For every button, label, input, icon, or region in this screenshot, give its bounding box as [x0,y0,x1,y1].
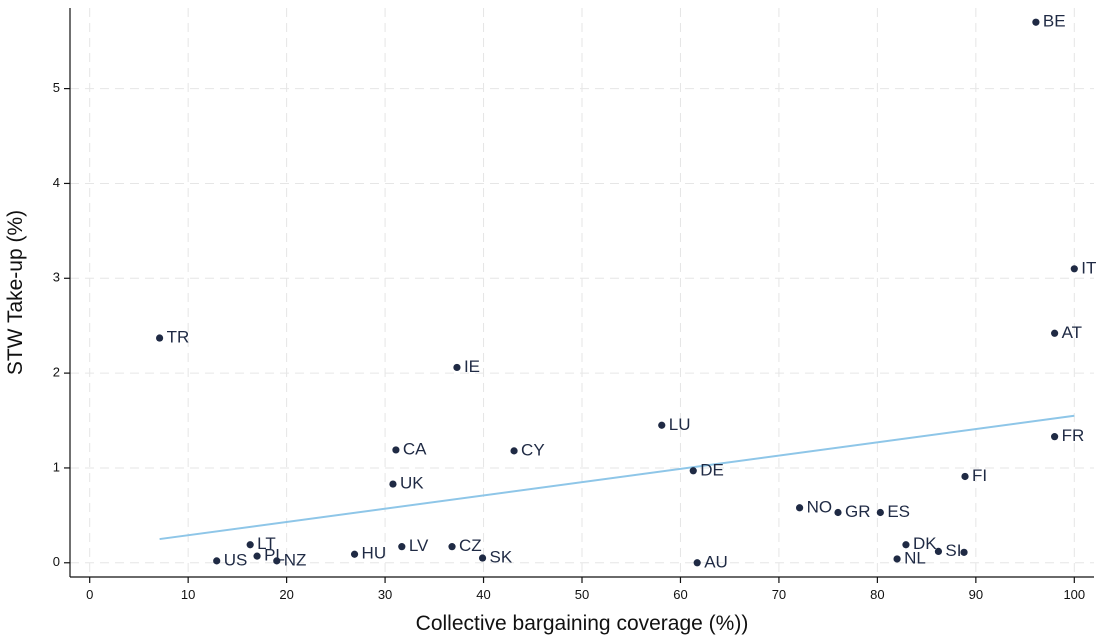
point-label: TR [167,328,190,347]
data-point [213,557,221,565]
point-label: FI [972,466,987,485]
y-axis-title: STW Take-up (%) [4,210,27,375]
point-label: AU [704,552,728,571]
data-point [960,548,968,556]
x-tick-label: 40 [476,587,490,602]
point-label: IT [1081,258,1096,277]
data-point [796,504,804,512]
point-label: GR [845,502,871,521]
data-point [689,467,697,475]
point-label: DE [700,460,724,479]
point-label: US [224,550,248,569]
point-label: LU [669,415,691,434]
data-point [389,480,397,488]
data-point [1070,265,1078,273]
point-label: UK [400,474,424,493]
data-point [902,541,910,549]
data-point [658,421,666,429]
x-tick-label: 80 [870,587,884,602]
tick-layer: 0 10 20 30 40 50 60 70 80 90 100 0 1 2 3 4 5 [53,80,1085,602]
point-label: CA [403,439,427,458]
data-point [398,543,406,551]
y-tick-label: 0 [53,554,60,569]
point-label: NL [904,548,926,567]
y-tick-label: 4 [53,175,60,190]
x-tick-label: 100 [1063,587,1085,602]
point-label: FR [1062,426,1085,445]
data-point [246,541,254,549]
x-tick-label: 30 [378,587,392,602]
data-point [478,554,487,562]
y-tick-label: 5 [53,80,60,95]
fit-line [159,414,1075,541]
point-label: AT [1062,323,1082,342]
x-tick-label: 50 [575,587,589,602]
x-tick-label: 10 [181,587,195,602]
x-tick-label: 90 [969,587,983,602]
fit-line-layer [159,414,1075,541]
data-point [510,447,518,455]
data-point [392,446,400,454]
x-tick-label: 20 [279,587,293,602]
y-tick-label: 2 [53,365,60,380]
point-label: NZ [284,550,307,569]
y-tick-label: 1 [53,459,60,474]
point-label: CZ [459,536,482,555]
data-point [1032,18,1040,26]
point-label: LT [257,534,276,553]
data-point [156,334,164,342]
data-point [1051,329,1059,337]
point-label: SK [490,548,513,567]
x-tick-label: 60 [673,587,687,602]
point-label: ES [887,502,910,521]
data-point [693,559,701,567]
data-point [834,508,842,517]
data-point [453,363,461,372]
point-label: SI [945,541,961,560]
point-label: NO [807,497,833,516]
data-point [448,543,456,551]
x-axis-title: Collective bargaining coverage (%)) [416,612,749,635]
grid-layer [70,8,1094,577]
y-tick-label: 3 [53,270,60,285]
data-point [934,547,943,555]
point-label: BE [1043,12,1066,31]
point-label: CY [521,440,545,459]
data-point [253,552,261,560]
data-point [273,557,281,565]
point-label: IE [464,357,480,376]
x-tick-label: 70 [772,587,786,602]
data-point [350,550,359,558]
data-point [876,508,884,517]
data-point [893,555,901,563]
point-label: LV [409,536,429,555]
data-point [1051,433,1059,441]
point-label: HU [362,544,387,563]
x-tick-label: 0 [86,587,93,602]
point-label: DK [913,534,937,553]
data-point [961,472,969,481]
